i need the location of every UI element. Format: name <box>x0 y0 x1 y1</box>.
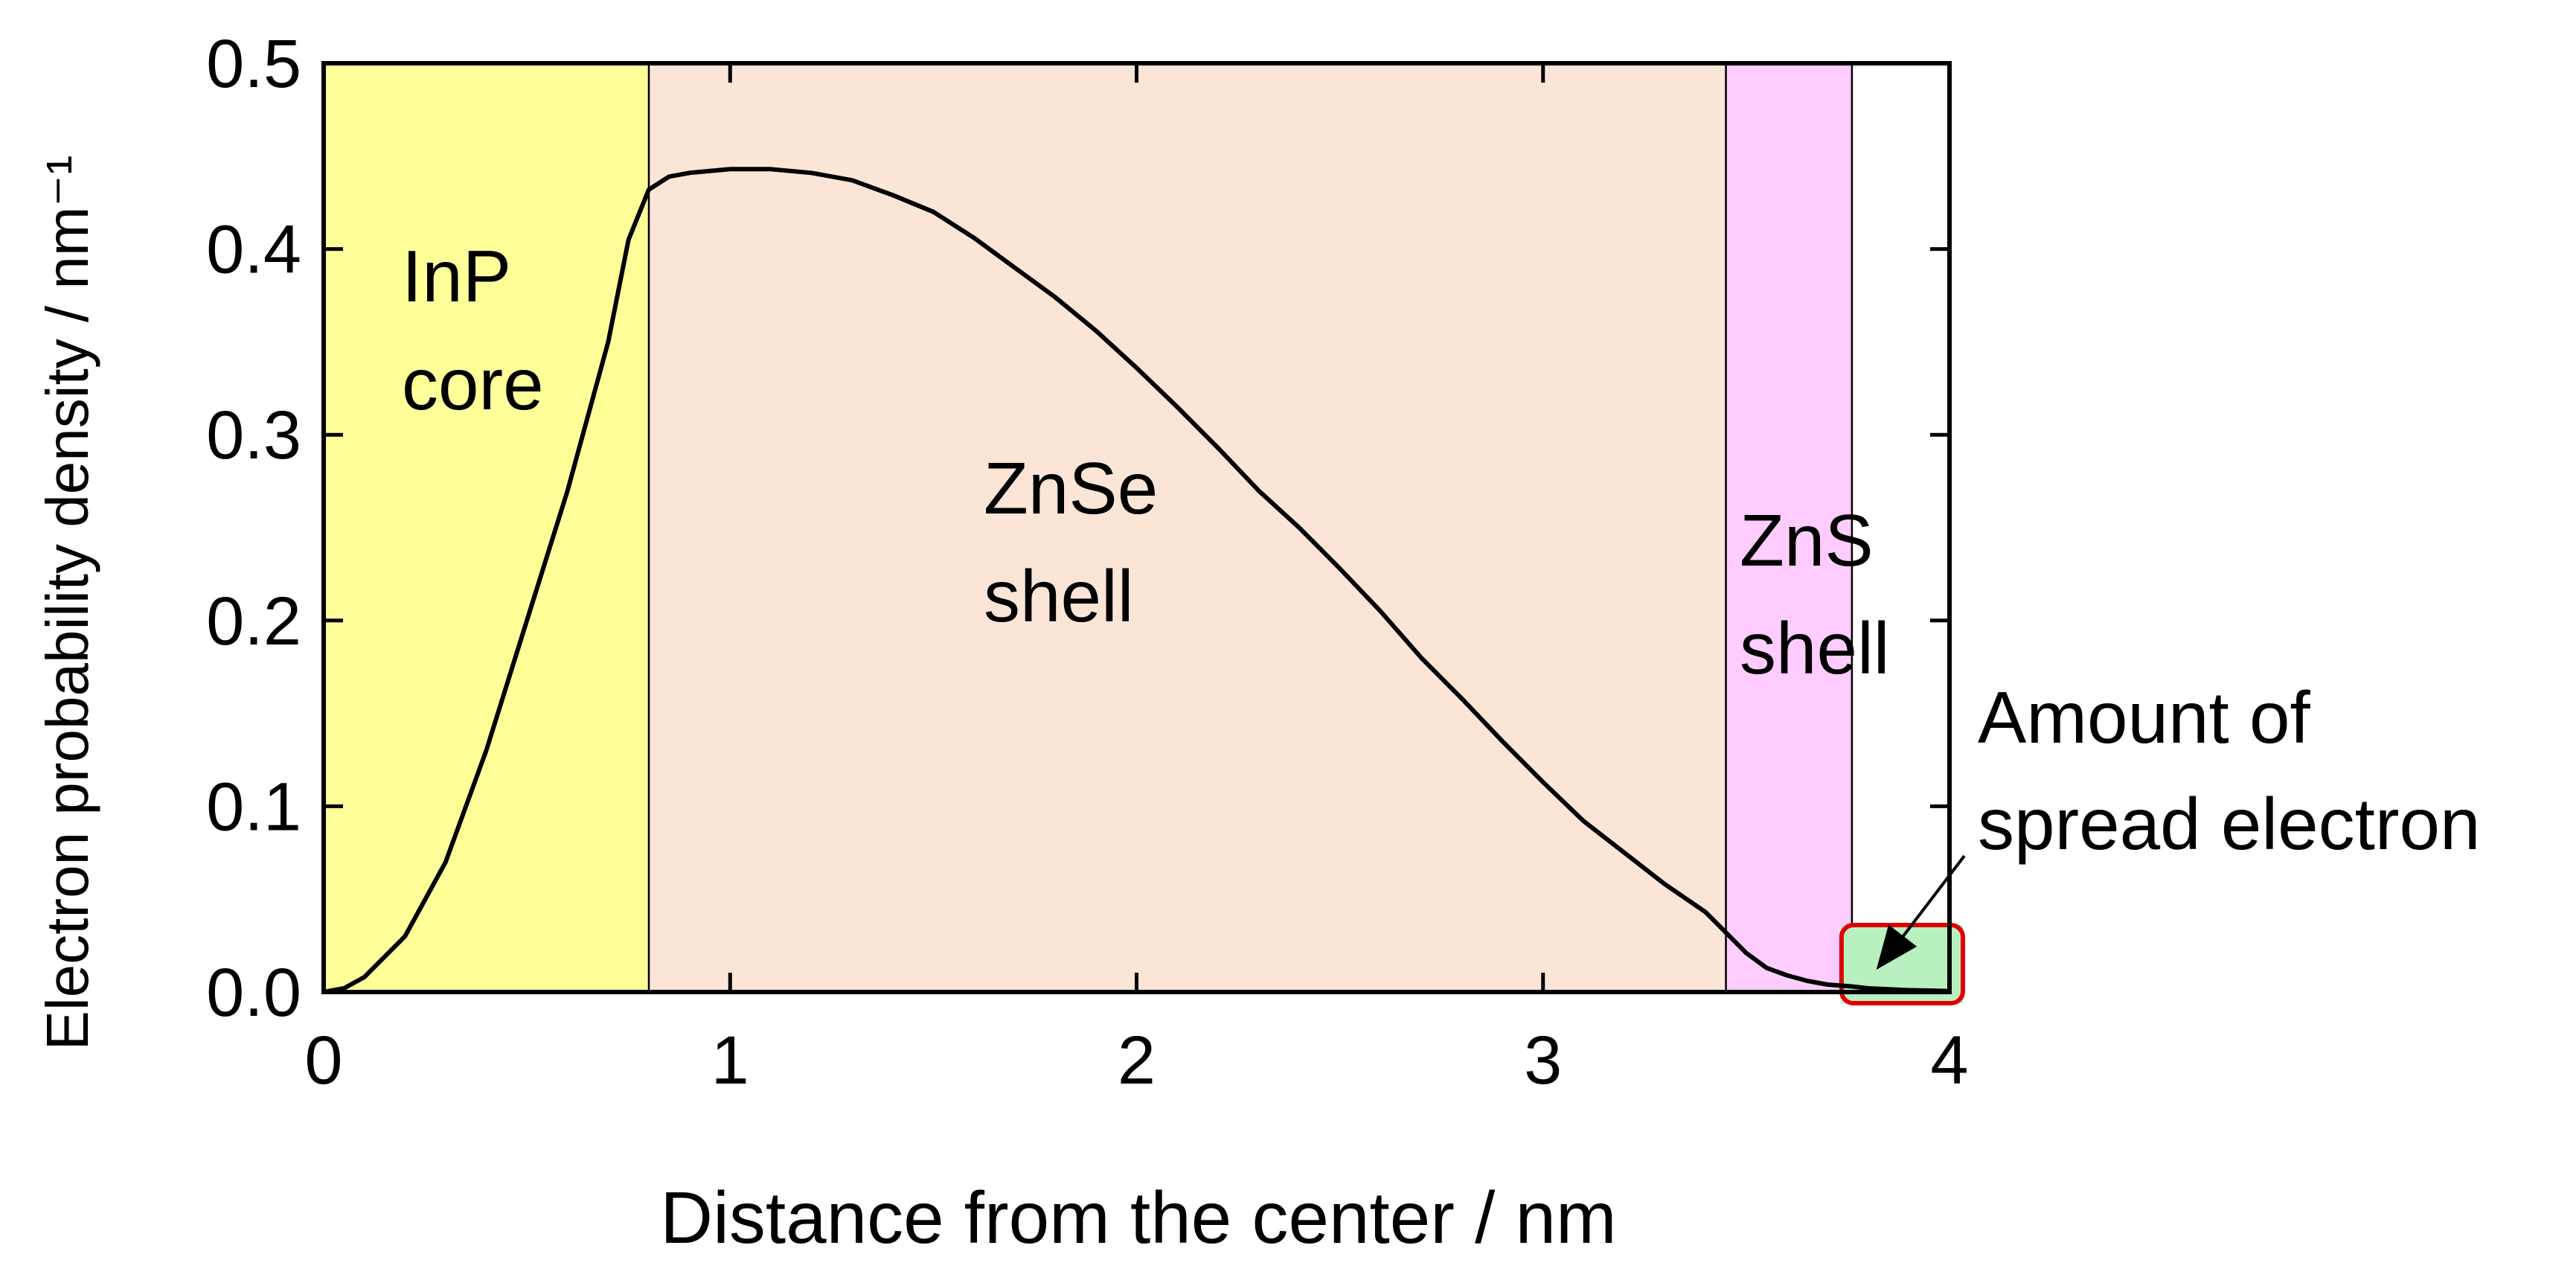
y-tick-label: 0.4 <box>206 212 301 288</box>
region-label-line: InP <box>402 235 511 317</box>
region-inp-core <box>324 63 649 992</box>
x-tick-label: 4 <box>1930 1023 1968 1098</box>
curve-layer <box>321 167 1952 994</box>
regions-layer <box>324 63 1853 992</box>
region-labels-layer: InP core ZnSe shell ZnS shell <box>402 235 1890 689</box>
highlight-border <box>1839 923 1965 1005</box>
x-tick-label: 2 <box>1118 1023 1156 1098</box>
annotation-line: Amount of <box>1978 676 2310 758</box>
region-label-line: ZnSe <box>984 447 1158 529</box>
region-label-line: ZnS <box>1740 499 1874 581</box>
region-label-line: shell <box>1740 607 1890 689</box>
ticks-layer: 0 1 2 3 4 0.0 0.1 0.2 0.3 0.4 0.5 <box>206 26 1968 1098</box>
y-tick-label: 0.2 <box>206 583 301 659</box>
region-znse-shell <box>649 63 1726 992</box>
region-label-zns-shell: ZnS shell <box>1740 499 1890 689</box>
annotation-arrow-line <box>1890 854 1966 953</box>
x-tick-label: 0 <box>304 1023 342 1098</box>
x-tick-label: 1 <box>711 1023 749 1098</box>
region-label-inp-core: InP core <box>402 235 544 425</box>
y-tick-label: 0.0 <box>206 955 301 1031</box>
series-line <box>321 167 1952 994</box>
region-label-line: core <box>402 343 544 425</box>
annotation-line: spread electron <box>1978 783 2481 865</box>
x-tick-label: 3 <box>1524 1023 1562 1098</box>
region-zns-shell <box>1726 63 1852 992</box>
y-tick-label: 0.1 <box>206 769 301 845</box>
region-label-line: shell <box>984 555 1134 637</box>
y-axis-label: Electron probability density / nm⁻¹ <box>34 156 100 1051</box>
region-label-znse-shell: ZnSe shell <box>984 447 1158 637</box>
annotation-arrowhead <box>1876 924 1917 970</box>
x-axis-label: Distance from the center / nm <box>660 1177 1616 1258</box>
y-tick-label: 0.5 <box>206 26 301 102</box>
y-tick-label: 0.3 <box>206 397 301 473</box>
annotation-layer: Amount of spread electron <box>1876 676 2481 970</box>
annotation-text: Amount of spread electron <box>1978 676 2481 865</box>
